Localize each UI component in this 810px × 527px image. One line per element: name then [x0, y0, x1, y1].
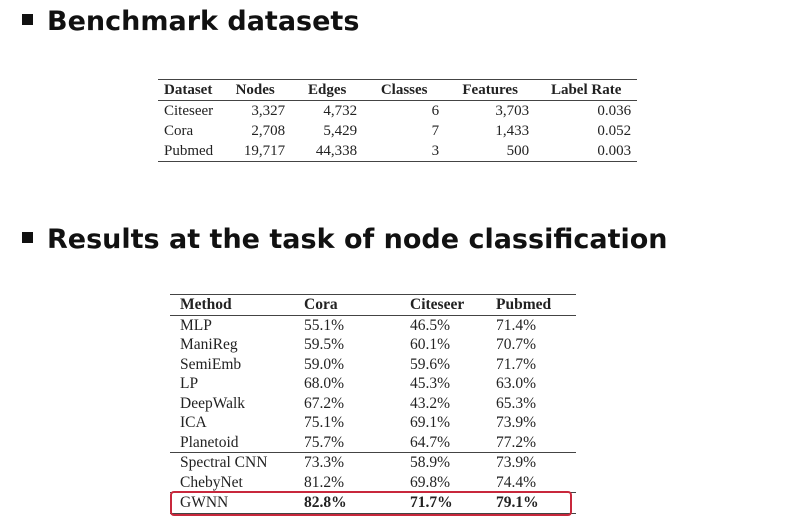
cell-cora: 75.1%: [304, 414, 345, 431]
table-row: DeepWalk 67.2% 43.2% 65.3%: [170, 394, 576, 414]
cell-edges: 4,732: [323, 103, 358, 119]
table-row: SemiEmb 59.0% 59.6% 71.7%: [170, 355, 576, 375]
cell-dataset: Citeseer: [164, 103, 214, 119]
cell-pubmed: 73.9%: [496, 414, 537, 431]
col-header-pubmed: Pubmed: [496, 296, 552, 313]
cell-citeseer: 69.8%: [410, 473, 451, 491]
cell-citeseer: 64.7%: [410, 433, 451, 451]
cell-cora: 75.7%: [304, 433, 345, 451]
cell-pubmed: 71.7%: [496, 355, 537, 373]
cell-pubmed: 63.0%: [496, 375, 537, 392]
cell-citeseer: 58.9%: [400, 452, 486, 473]
cell-nodes: 19,717: [243, 143, 286, 159]
cell-dataset: Cora: [164, 123, 194, 139]
col-header-cora: Cora: [304, 296, 338, 313]
table-row: Pubmed 19,717 44,338 3 500 0.003: [158, 141, 637, 162]
col-header-label-rate: Label Rate: [550, 82, 622, 98]
cell-edges: 5,429: [323, 123, 358, 139]
cell-pubmed: 70.7%: [496, 336, 537, 353]
cell-cora: 59.5%: [304, 336, 345, 353]
heading-benchmark-text: Benchmark datasets: [47, 6, 360, 37]
col-header-features: Features: [462, 82, 518, 98]
bullet-square-icon: [22, 14, 33, 25]
results-table: Method Cora Citeseer Pubmed MLP 55.1% 46…: [170, 294, 576, 514]
cell-citeseer: 71.7%: [400, 492, 486, 513]
col-header-method: Method: [180, 296, 232, 313]
table-row: Planetoid 75.7% 64.7% 77.2%: [170, 433, 576, 453]
cell-cora: 82.8%: [294, 492, 400, 513]
cell-citeseer: 59.6%: [410, 355, 451, 373]
cell-citeseer: 60.1%: [410, 336, 451, 353]
col-header-classes: Classes: [380, 82, 428, 98]
table-row: ManiReg 59.5% 60.1% 70.7%: [170, 335, 576, 355]
cell-method: ICA: [180, 414, 207, 431]
table-row-highlighted: GWNN 82.8% 71.7% 79.1%: [170, 492, 576, 513]
col-header-nodes: Nodes: [235, 82, 275, 98]
heading-results: Results at the task of node classificati…: [22, 224, 668, 255]
heading-benchmark-datasets: Benchmark datasets: [22, 6, 359, 37]
cell-cora: 67.2%: [304, 394, 345, 412]
cell-cora: 59.0%: [304, 355, 345, 373]
cell-features: 3,703: [495, 103, 530, 119]
cell-classes: 7: [431, 123, 440, 139]
cell-cora: 55.1%: [304, 316, 345, 334]
col-header-edges: Edges: [308, 82, 347, 98]
table-header-row: Method Cora Citeseer Pubmed: [170, 295, 576, 315]
table-row: Cora 2,708 5,429 7 1,433 0.052: [158, 121, 637, 141]
table-row: MLP 55.1% 46.5% 71.4%: [170, 315, 576, 335]
cell-classes: 6: [431, 103, 440, 119]
cell-label-rate: 0.036: [597, 103, 632, 119]
col-header-dataset: Dataset: [164, 82, 213, 98]
cell-nodes: 3,327: [251, 103, 286, 119]
table-row: Citeseer 3,327 4,732 6 3,703 0.036: [158, 101, 637, 122]
cell-method: MLP: [180, 316, 212, 334]
bullet-square-icon: [22, 232, 33, 243]
cell-cora: 81.2%: [304, 473, 345, 491]
cell-dataset: Pubmed: [164, 143, 214, 159]
heading-results-text: Results at the task of node classificati…: [47, 224, 668, 255]
cell-method: GWNN: [170, 492, 294, 513]
table-row: LP 68.0% 45.3% 63.0%: [170, 374, 576, 394]
table-row: ChebyNet 81.2% 69.8% 74.4%: [170, 473, 576, 493]
cell-method: ChebyNet: [180, 473, 243, 491]
cell-classes: 3: [431, 143, 440, 159]
cell-citeseer: 46.5%: [410, 316, 451, 334]
cell-pubmed: 77.2%: [496, 433, 537, 451]
datasets-table: Dataset Nodes Edges Classes Features Lab…: [158, 79, 638, 162]
table-header-row: Dataset Nodes Edges Classes Features Lab…: [158, 80, 638, 101]
cell-method: LP: [180, 375, 199, 392]
cell-cora: 73.3%: [294, 452, 400, 473]
cell-pubmed: 74.4%: [496, 473, 537, 491]
cell-method: Planetoid: [180, 433, 239, 451]
cell-features: 1,433: [495, 123, 530, 139]
cell-pubmed: 79.1%: [486, 492, 576, 513]
table-row: Spectral CNN 73.3% 58.9% 73.9%: [170, 452, 576, 473]
cell-pubmed: 73.9%: [486, 452, 576, 473]
cell-citeseer: 69.1%: [410, 414, 451, 431]
cell-method: Spectral CNN: [170, 452, 294, 473]
cell-label-rate: 0.003: [597, 143, 632, 159]
table-row: ICA 75.1% 69.1% 73.9%: [170, 413, 576, 433]
cell-citeseer: 43.2%: [410, 394, 451, 412]
cell-cora: 68.0%: [304, 375, 345, 392]
cell-citeseer: 45.3%: [410, 375, 451, 392]
col-header-citeseer: Citeseer: [410, 296, 465, 313]
cell-label-rate: 0.052: [597, 123, 632, 139]
cell-pubmed: 71.4%: [496, 316, 537, 334]
cell-features: 500: [506, 143, 530, 159]
cell-pubmed: 65.3%: [496, 394, 537, 412]
cell-edges: 44,338: [315, 143, 358, 159]
cell-method: ManiReg: [180, 336, 238, 353]
cell-method: DeepWalk: [180, 394, 246, 412]
cell-nodes: 2,708: [251, 123, 286, 139]
cell-method: SemiEmb: [180, 355, 242, 373]
